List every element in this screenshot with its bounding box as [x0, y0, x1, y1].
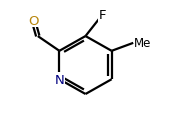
Text: F: F: [99, 9, 106, 22]
Text: Me: Me: [134, 37, 152, 50]
Text: N: N: [55, 73, 64, 86]
Text: O: O: [28, 14, 38, 27]
